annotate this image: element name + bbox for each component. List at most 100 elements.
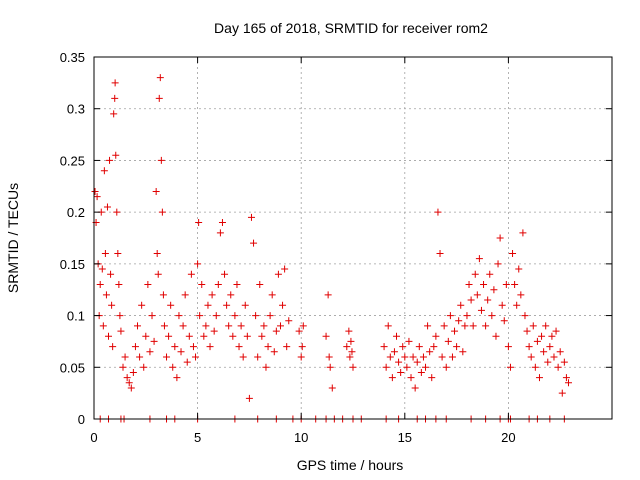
data-point <box>218 218 226 226</box>
data-point <box>519 229 527 237</box>
data-point <box>448 353 456 361</box>
data-point <box>343 343 351 351</box>
data-point <box>428 374 436 382</box>
data-point <box>264 343 272 351</box>
y-tick-label: 0.25 <box>60 153 85 168</box>
plot-border <box>93 56 613 420</box>
data-point <box>506 363 514 371</box>
data-point <box>477 306 485 314</box>
data-point <box>159 291 167 299</box>
data-point <box>175 312 183 320</box>
data-point <box>298 343 306 351</box>
data-point <box>415 343 423 351</box>
data-point <box>457 301 465 309</box>
data-point <box>562 374 570 382</box>
data-point <box>103 203 111 211</box>
data-point <box>496 234 504 242</box>
data-point <box>552 327 560 335</box>
data-point <box>239 353 247 361</box>
data-point <box>148 312 156 320</box>
data-point <box>160 322 168 330</box>
data-point <box>492 332 500 340</box>
data-point <box>99 322 107 330</box>
data-point <box>407 374 415 382</box>
data-point <box>403 363 411 371</box>
data-point <box>146 348 154 356</box>
data-point <box>140 363 148 371</box>
data-point <box>107 270 115 278</box>
data-point <box>229 332 237 340</box>
y-tick-label: 0.05 <box>60 360 85 375</box>
data-point <box>183 358 191 366</box>
data-point <box>328 384 336 392</box>
data-point <box>102 291 110 299</box>
data-point <box>127 384 135 392</box>
data-point <box>345 327 353 335</box>
data-point <box>430 343 438 351</box>
data-point <box>116 312 124 320</box>
data-point <box>268 291 276 299</box>
data-point <box>106 156 114 164</box>
data-point <box>444 337 452 345</box>
data-point <box>380 343 388 351</box>
data-point <box>285 317 293 325</box>
data-point <box>480 281 488 289</box>
data-point <box>529 322 537 330</box>
data-point <box>417 368 425 376</box>
data-point <box>527 353 535 361</box>
data-point <box>413 358 421 366</box>
data-point <box>542 322 550 330</box>
data-point <box>152 187 160 195</box>
data-point <box>185 332 193 340</box>
data-point <box>455 317 463 325</box>
data-point <box>266 312 274 320</box>
data-point <box>346 353 354 361</box>
data-point <box>158 208 166 216</box>
data-point <box>111 94 119 102</box>
data-point <box>473 291 481 299</box>
x-tick-label: 5 <box>194 430 201 445</box>
data-point <box>129 368 137 376</box>
data-point <box>138 301 146 309</box>
data-point <box>283 343 291 351</box>
data-point <box>490 286 498 294</box>
data-point <box>459 348 467 356</box>
data-point <box>446 312 454 320</box>
y-tick-label: 0.15 <box>60 257 85 272</box>
data-point <box>488 312 496 320</box>
data-point <box>393 332 401 340</box>
data-point <box>223 301 231 309</box>
data-point <box>348 348 356 356</box>
data-point <box>250 239 258 247</box>
data-point <box>502 281 510 289</box>
data-point <box>177 348 185 356</box>
data-point <box>144 281 152 289</box>
data-point <box>243 332 251 340</box>
data-point <box>426 348 434 356</box>
data-point <box>136 353 144 361</box>
data-point <box>533 337 541 345</box>
data-point <box>195 218 203 226</box>
data-point <box>227 291 235 299</box>
data-point <box>494 260 502 268</box>
data-point <box>210 327 218 335</box>
data-point <box>535 374 543 382</box>
data-point <box>564 379 572 387</box>
data-point <box>196 312 204 320</box>
data-point <box>465 281 473 289</box>
data-point <box>208 291 216 299</box>
x-axis-label: GPS time / hours <box>297 457 404 473</box>
data-point <box>171 343 179 351</box>
data-point <box>221 270 229 278</box>
data-point <box>115 281 123 289</box>
data-point <box>93 193 101 201</box>
data-point <box>461 322 469 330</box>
data-point <box>409 353 417 361</box>
data-point <box>181 291 189 299</box>
data-point <box>395 358 403 366</box>
data-point <box>274 270 282 278</box>
data-point <box>153 250 161 258</box>
data-point <box>556 348 564 356</box>
data-point <box>422 363 430 371</box>
data-point <box>125 379 133 387</box>
